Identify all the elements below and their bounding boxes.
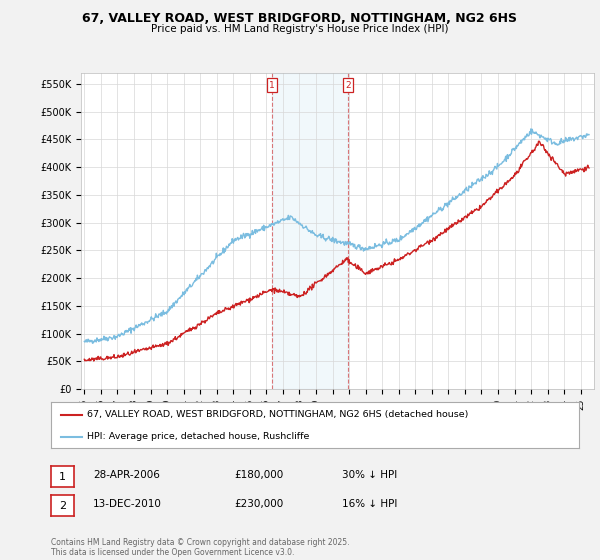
Text: £230,000: £230,000 bbox=[234, 499, 283, 509]
Text: 30% ↓ HPI: 30% ↓ HPI bbox=[342, 470, 397, 480]
Text: 1: 1 bbox=[269, 81, 275, 90]
Text: HPI: Average price, detached house, Rushcliffe: HPI: Average price, detached house, Rush… bbox=[87, 432, 309, 441]
Text: 67, VALLEY ROAD, WEST BRIDGFORD, NOTTINGHAM, NG2 6HS (detached house): 67, VALLEY ROAD, WEST BRIDGFORD, NOTTING… bbox=[87, 410, 468, 419]
Text: 2: 2 bbox=[346, 81, 351, 90]
Bar bbox=[272, 73, 348, 389]
Text: 13-DEC-2010: 13-DEC-2010 bbox=[93, 499, 162, 509]
Text: Contains HM Land Registry data © Crown copyright and database right 2025.
This d: Contains HM Land Registry data © Crown c… bbox=[51, 538, 349, 557]
Text: 2: 2 bbox=[59, 501, 66, 511]
Text: £180,000: £180,000 bbox=[234, 470, 283, 480]
Text: 28-APR-2006: 28-APR-2006 bbox=[93, 470, 160, 480]
Text: 67, VALLEY ROAD, WEST BRIDGFORD, NOTTINGHAM, NG2 6HS: 67, VALLEY ROAD, WEST BRIDGFORD, NOTTING… bbox=[83, 12, 517, 25]
Text: Price paid vs. HM Land Registry's House Price Index (HPI): Price paid vs. HM Land Registry's House … bbox=[151, 24, 449, 34]
Text: 1: 1 bbox=[59, 472, 66, 482]
Text: 16% ↓ HPI: 16% ↓ HPI bbox=[342, 499, 397, 509]
